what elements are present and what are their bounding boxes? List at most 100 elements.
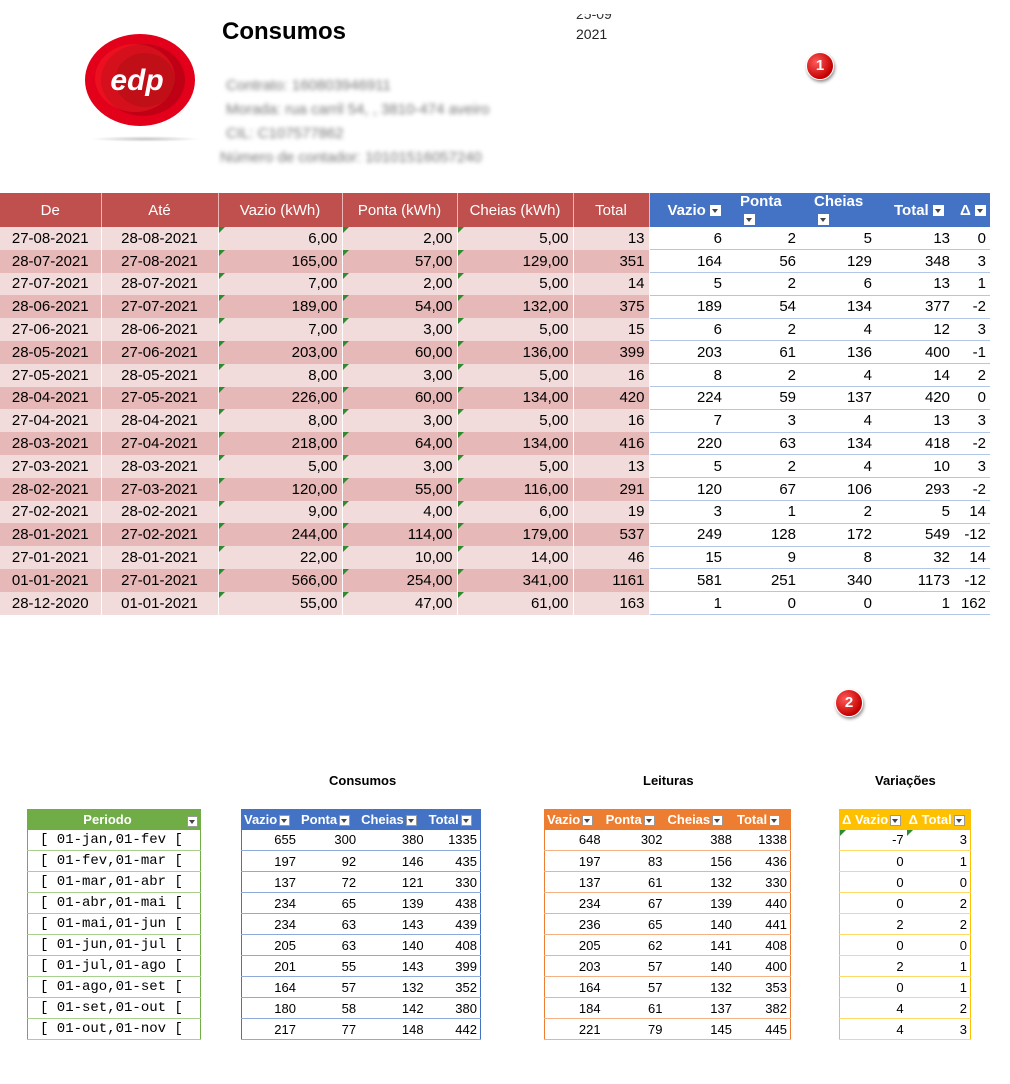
table-cell[interactable]: 28-04-2021 [101,409,219,433]
table-cell[interactable]: 438 [426,892,481,914]
table-cell[interactable]: 59 [726,386,800,410]
col-header[interactable]: Δ Total [906,809,971,830]
table-cell[interactable]: 2,00 [342,272,458,296]
col-header[interactable]: Ponta [298,809,360,830]
filter-dropdown-icon[interactable] [405,815,417,827]
col-header[interactable]: Δ Vazio [839,809,907,830]
table-cell[interactable]: 254,00 [342,568,458,592]
table-cell[interactable]: 4 [839,997,907,1019]
table-cell[interactable]: 27-01-2021 [0,546,102,569]
table-cell[interactable]: -12 [954,568,990,593]
table-cell[interactable]: -2 [954,432,990,456]
table-cell[interactable]: 27-05-2021 [0,363,102,387]
table-cell[interactable]: 8 [800,546,876,570]
filter-dropdown-icon[interactable] [744,213,755,225]
table-cell[interactable]: 6 [649,318,726,342]
table-cell[interactable]: 143 [359,955,427,977]
table-cell[interactable]: 2 [839,913,907,935]
table-cell[interactable]: 3,00 [342,409,458,433]
table-cell[interactable]: 4 [839,1018,907,1040]
table-cell[interactable]: 121 [359,871,427,893]
table-cell[interactable]: 0 [906,934,971,956]
table-cell[interactable]: 28-07-2021 [0,249,102,273]
table-cell[interactable]: 0 [726,591,800,616]
table-cell[interactable]: 244,00 [218,523,343,547]
table-cell[interactable]: 445 [735,1018,791,1040]
table-cell[interactable]: 416 [573,432,650,455]
table-cell[interactable]: 28-05-2021 [0,340,102,364]
table-cell[interactable]: 442 [426,1018,481,1040]
col-header[interactable]: Total [426,809,481,830]
table-cell[interactable]: 57,00 [342,249,458,273]
table-cell[interactable]: 148 [359,1018,427,1040]
periodo-cell[interactable]: [ 01-fev,01-mar [ [27,850,201,872]
table-cell[interactable]: 330 [426,871,481,893]
table-cell[interactable]: 83 [603,850,666,872]
table-cell[interactable]: 420 [573,386,650,410]
table-cell[interactable]: 2 [726,318,800,342]
table-cell[interactable]: 140 [665,955,735,977]
table-cell[interactable]: 5,00 [457,272,574,296]
periodo-cell[interactable]: [ 01-jan,01-fev [ [27,829,201,851]
table-cell[interactable]: 3 [954,318,990,342]
table-cell[interactable]: 1161 [573,568,650,592]
table-cell[interactable]: 3 [954,454,990,479]
table-cell[interactable]: 15 [649,546,726,570]
table-cell[interactable]: 2 [726,272,800,296]
table-cell[interactable]: 435 [426,850,481,872]
table-cell[interactable]: 13 [876,409,954,433]
table-cell[interactable]: 3 [906,1018,971,1040]
col-header[interactable]: Ponta [603,809,666,830]
filter-dropdown-icon[interactable] [187,816,198,828]
periodo-cell[interactable]: [ 01-ago,01-set [ [27,976,201,998]
col-ponta[interactable]: Ponta [726,193,800,227]
table-cell[interactable]: 61 [603,997,666,1019]
table-cell[interactable]: 141 [665,934,735,956]
table-cell[interactable]: 162 [954,591,990,616]
table-cell[interactable]: 3 [954,249,990,274]
table-cell[interactable]: 16 [573,363,650,387]
table-cell[interactable]: 5,00 [457,409,574,433]
table-cell[interactable]: 137 [241,871,299,893]
table-cell[interactable]: 9 [726,546,800,570]
table-cell[interactable]: 224 [649,386,726,410]
table-cell[interactable]: 380 [359,829,427,851]
table-cell[interactable]: 0 [839,871,907,893]
table-cell[interactable]: 5,00 [457,363,574,387]
col-cheias-kwh[interactable]: Cheias (kWh) [457,193,574,227]
table-cell[interactable]: 164 [241,976,299,998]
col-periodo[interactable]: Periodo [27,809,201,830]
table-cell[interactable]: 5 [800,227,876,251]
periodo-cell[interactable]: [ 01-abr,01-mai [ [27,892,201,914]
table-cell[interactable]: 01-01-2021 [101,591,219,615]
table-cell[interactable]: 172 [800,523,876,547]
table-cell[interactable]: 142 [359,997,427,1019]
table-cell[interactable]: 197 [241,850,299,872]
table-cell[interactable]: 400 [735,955,791,977]
table-cell[interactable]: 5,00 [457,227,574,250]
col-cheias[interactable]: Cheias [800,193,876,227]
table-cell[interactable]: 2,00 [342,227,458,250]
col-header[interactable]: Vazio [544,809,604,830]
table-cell[interactable]: 145 [665,1018,735,1040]
table-cell[interactable]: 197 [544,850,604,872]
table-cell[interactable]: 16 [573,409,650,433]
col-ponta-kwh[interactable]: Ponta (kWh) [342,193,458,227]
table-cell[interactable]: 0 [800,591,876,616]
table-cell[interactable]: 388 [665,829,735,851]
table-cell[interactable]: 3 [954,409,990,433]
table-cell[interactable]: 120 [649,477,726,502]
table-cell[interactable]: 179,00 [457,523,574,547]
table-cell[interactable]: 136,00 [457,340,574,364]
table-cell[interactable]: 0 [954,227,990,251]
table-cell[interactable]: 7,00 [218,272,343,296]
col-total-blue[interactable]: Total [876,193,954,227]
table-cell[interactable]: 6,00 [457,500,574,524]
table-cell[interactable]: 2 [726,227,800,251]
table-cell[interactable]: 165,00 [218,249,343,273]
table-cell[interactable]: 134,00 [457,432,574,455]
table-cell[interactable]: 302 [603,829,666,851]
table-cell[interactable]: 27-02-2021 [0,500,102,524]
table-cell[interactable]: 60,00 [342,340,458,364]
table-cell[interactable]: 64,00 [342,432,458,455]
